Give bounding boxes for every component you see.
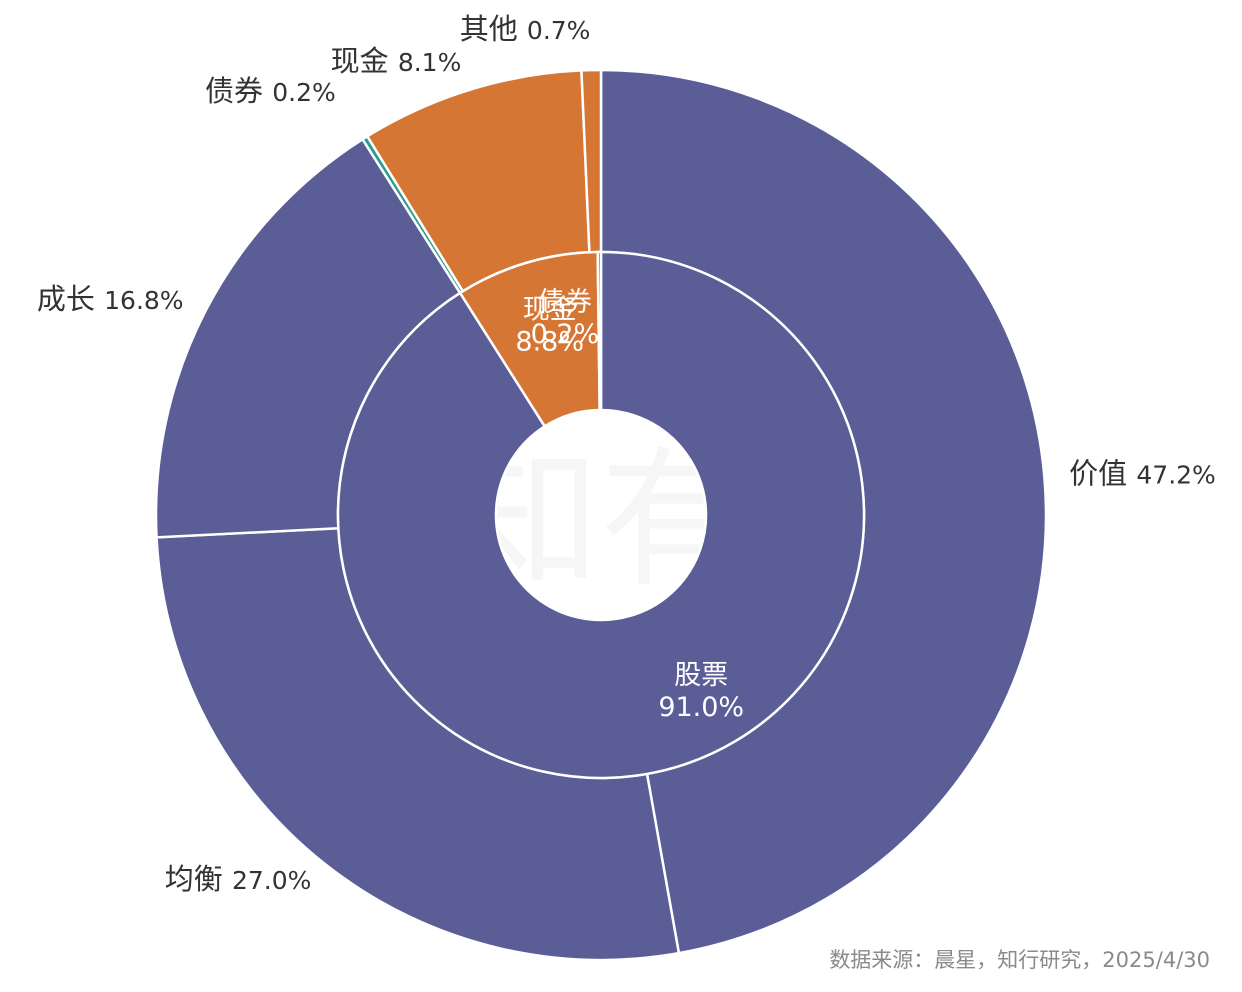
- inner-label-value-2: 0.2%: [531, 319, 600, 350]
- inner-label-name-0: 股票: [674, 660, 728, 691]
- inner-label-value-1: 8.8%: [515, 326, 584, 357]
- inner-slice-2: [596, 250, 603, 412]
- outer-label-0: 价值 47.2%: [1069, 457, 1216, 491]
- chart-labels: 价值 47.2%均衡 27.0%成长 16.8%债券 0.2%现金 8.1%其他…: [37, 12, 1216, 896]
- outer-ring: [154, 68, 1048, 962]
- inner-ring: [336, 250, 866, 780]
- outer-label-1: 均衡 27.0%: [165, 862, 312, 896]
- inner-label-name-2: 债券: [538, 287, 592, 318]
- source-note: 数据来源：晨星，知行研究，2025/4/30: [829, 948, 1210, 972]
- inner-label-name-1: 现金: [523, 294, 577, 325]
- outer-label-4: 现金 8.1%: [331, 44, 462, 78]
- inner-slice-0: [336, 250, 866, 780]
- outer-label-5: 其他 0.7%: [460, 12, 591, 46]
- outer-label-3: 债券 0.2%: [205, 74, 336, 108]
- inner-label-value-0: 91.0%: [658, 692, 744, 723]
- outer-label-2: 成长 16.8%: [37, 282, 184, 316]
